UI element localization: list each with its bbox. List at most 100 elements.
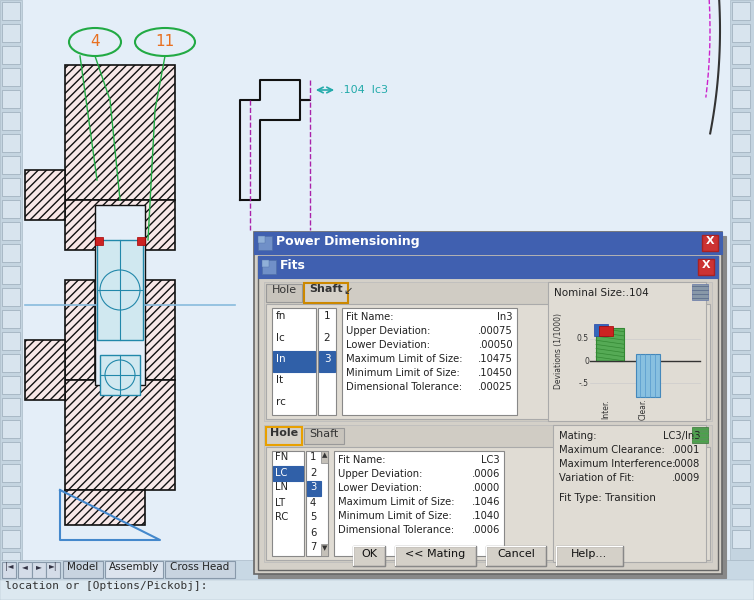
Text: |◄: |◄ xyxy=(5,562,14,571)
Text: Upper Deviation:: Upper Deviation: xyxy=(338,469,422,479)
Text: 0.5: 0.5 xyxy=(577,334,589,343)
Text: ln: ln xyxy=(276,354,286,364)
Bar xyxy=(258,256,718,570)
Bar xyxy=(32,562,46,578)
Bar xyxy=(65,380,175,490)
Bar xyxy=(636,355,660,397)
Bar xyxy=(65,65,175,200)
Bar xyxy=(732,266,750,284)
Bar xyxy=(353,546,385,566)
Bar xyxy=(596,328,624,361)
Bar xyxy=(2,2,20,20)
Text: .0006: .0006 xyxy=(471,469,500,479)
Bar xyxy=(732,178,750,196)
Text: Fits: Fits xyxy=(280,259,306,272)
Bar xyxy=(65,200,175,250)
Bar xyxy=(321,451,328,463)
Bar xyxy=(258,236,265,243)
Text: .0006: .0006 xyxy=(471,525,500,535)
Bar xyxy=(46,562,60,578)
Text: 5: 5 xyxy=(310,512,317,523)
Text: Help...: Help... xyxy=(571,549,607,559)
Text: -.5: -.5 xyxy=(579,379,589,388)
Bar xyxy=(732,134,750,152)
Text: fn: fn xyxy=(276,311,287,321)
Bar xyxy=(304,283,348,303)
Text: Cancel: Cancel xyxy=(497,549,535,559)
Bar xyxy=(262,260,269,267)
Text: Dimensional Tolerance:: Dimensional Tolerance: xyxy=(338,525,454,535)
Text: Power Dimensioning: Power Dimensioning xyxy=(276,235,420,248)
Bar xyxy=(732,310,750,328)
Bar xyxy=(2,508,20,526)
Bar xyxy=(307,481,321,496)
Text: 1: 1 xyxy=(323,311,330,321)
Bar xyxy=(732,486,750,504)
Bar xyxy=(732,68,750,86)
Text: v: v xyxy=(739,560,745,570)
Bar xyxy=(548,282,706,421)
Bar xyxy=(732,354,750,372)
Text: Maximum Limit of Size:: Maximum Limit of Size: xyxy=(338,497,455,507)
Bar xyxy=(321,544,328,556)
Bar xyxy=(594,324,608,336)
Bar xyxy=(2,486,20,504)
Bar xyxy=(556,546,623,566)
Text: 3: 3 xyxy=(323,354,330,364)
Bar xyxy=(145,280,175,380)
Text: OK: OK xyxy=(361,549,377,559)
Bar xyxy=(732,112,750,130)
Text: ↙: ↙ xyxy=(343,286,353,296)
Bar xyxy=(732,90,750,108)
Bar xyxy=(65,490,145,525)
Bar xyxy=(25,170,65,220)
Text: 11: 11 xyxy=(155,34,175,49)
Text: Dimensional Tolerance:: Dimensional Tolerance: xyxy=(346,382,462,392)
Bar xyxy=(2,266,20,284)
Bar xyxy=(262,260,276,274)
Bar xyxy=(272,308,316,415)
Bar xyxy=(730,0,754,560)
Text: rc: rc xyxy=(276,397,286,407)
Text: Inter.: Inter. xyxy=(601,399,610,419)
Bar xyxy=(692,427,708,443)
Text: .00050: .00050 xyxy=(478,340,513,350)
Text: FN: FN xyxy=(275,452,288,463)
Bar xyxy=(698,259,714,275)
Text: X: X xyxy=(706,236,714,246)
Text: .0009: .0009 xyxy=(672,473,700,483)
Text: .10475: .10475 xyxy=(478,354,513,364)
Text: Deviations (1/1000): Deviations (1/1000) xyxy=(553,313,562,389)
Bar xyxy=(732,24,750,42)
Text: .0001: .0001 xyxy=(672,445,700,455)
Bar xyxy=(732,222,750,240)
Text: RC: RC xyxy=(275,512,288,523)
Bar xyxy=(2,90,20,108)
Bar xyxy=(2,68,20,86)
Text: 6: 6 xyxy=(310,527,317,538)
Text: ◄: ◄ xyxy=(22,562,28,571)
Text: Nominal Size:.104: Nominal Size:.104 xyxy=(554,288,648,298)
Bar xyxy=(18,562,32,578)
Text: Fit Name:: Fit Name: xyxy=(346,312,394,322)
Bar xyxy=(2,530,20,548)
Bar xyxy=(2,46,20,64)
Text: ▲: ▲ xyxy=(322,452,328,458)
Bar xyxy=(25,340,65,400)
Text: LC3: LC3 xyxy=(481,455,500,465)
Text: Shaft: Shaft xyxy=(309,284,343,294)
Bar xyxy=(2,244,20,262)
Bar xyxy=(0,560,754,580)
Bar xyxy=(732,288,750,306)
Bar xyxy=(100,355,140,395)
Bar xyxy=(319,351,335,372)
Bar xyxy=(2,376,20,394)
Bar xyxy=(165,561,235,578)
Text: 0: 0 xyxy=(584,356,589,365)
Text: Lower Deviation:: Lower Deviation: xyxy=(346,340,430,350)
Bar xyxy=(0,0,22,578)
Text: << Mating: << Mating xyxy=(405,549,465,559)
Text: Fit Type: Transition: Fit Type: Transition xyxy=(559,493,656,503)
Text: lc: lc xyxy=(276,332,285,343)
Text: Fit Name:: Fit Name: xyxy=(338,455,385,465)
